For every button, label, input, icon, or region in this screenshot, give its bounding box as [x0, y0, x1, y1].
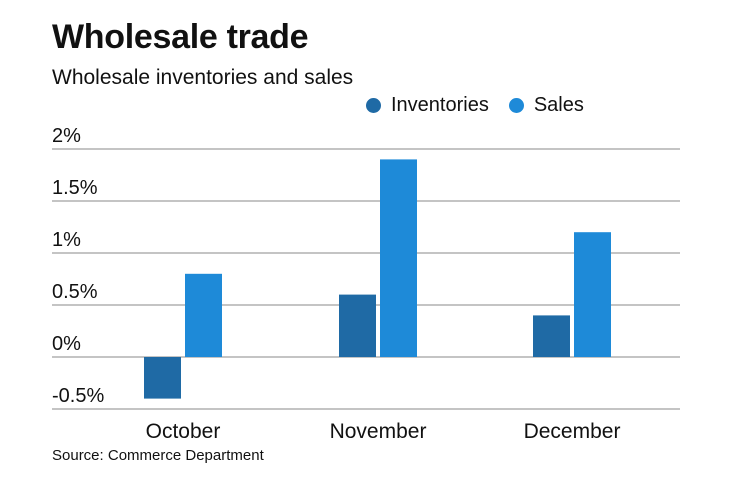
legend-label-inventories: Inventories: [391, 94, 489, 116]
bar-sales-october: [185, 273, 222, 357]
bar-inventories-november: [339, 294, 376, 357]
source-note: Source: Commerce Department: [52, 447, 264, 464]
bar-inventories-october: [144, 357, 181, 399]
y-tick-label: -0.5%: [52, 385, 104, 407]
y-tick-label: 2%: [52, 125, 81, 147]
chart-title: Wholesale trade: [52, 18, 309, 56]
x-category-label: December: [524, 420, 621, 443]
legend-item-inventories: Inventories: [366, 94, 489, 117]
legend-swatch-sales: [508, 98, 524, 113]
bar-sales-november: [380, 159, 417, 357]
legend-label-sales: Sales: [533, 94, 584, 116]
legend: Inventories Sales: [366, 94, 604, 117]
y-tick-label: 0.5%: [52, 281, 98, 303]
bar-inventories-december: [533, 315, 570, 357]
legend-item-sales: Sales: [508, 94, 584, 117]
legend-swatch-inventories: [366, 98, 381, 113]
bar-sales-december: [574, 232, 611, 357]
y-tick-label: 0%: [52, 333, 81, 355]
y-tick-label: 1%: [52, 229, 81, 251]
y-tick-label: 1.5%: [52, 177, 98, 199]
chart-subtitle: Wholesale inventories and sales: [52, 66, 354, 89]
x-category-label: November: [330, 420, 427, 443]
x-category-label: October: [146, 420, 221, 443]
